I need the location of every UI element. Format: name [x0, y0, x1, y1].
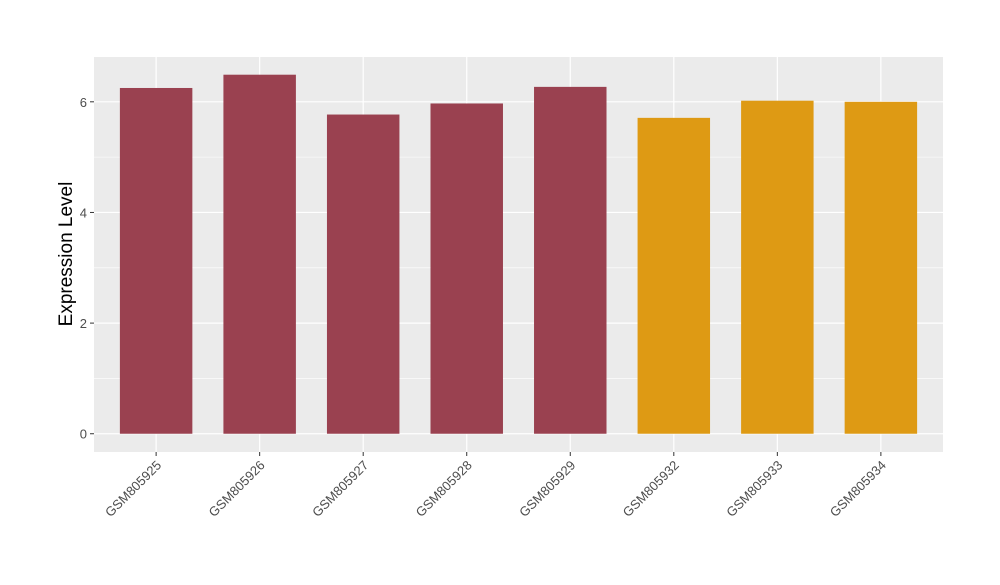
y-tick-label: 6 — [80, 95, 87, 110]
bar — [534, 86, 607, 434]
x-tick-label: GSM805934 — [827, 458, 889, 520]
x-tick-label: GSM805925 — [102, 458, 164, 520]
bar — [637, 117, 711, 434]
bars — [119, 74, 918, 434]
x-tick-label: GSM805933 — [723, 458, 785, 520]
y-tick-label: 4 — [80, 205, 87, 220]
bar — [844, 101, 918, 434]
plot-panel — [94, 57, 943, 452]
bar — [326, 114, 400, 434]
bar — [741, 100, 814, 434]
bar — [430, 103, 503, 434]
x-tick-label: GSM805927 — [309, 458, 371, 520]
y-axis-label: Expression Level — [56, 182, 77, 327]
y-axis: 0 2 4 6 — [80, 95, 94, 442]
y-tick-label: 2 — [80, 316, 87, 331]
x-axis: GSM805925 GSM805926 GSM805927 GSM805928 GSM8… — [102, 452, 889, 520]
y-tick-label: 0 — [80, 427, 87, 442]
x-tick-label: GSM805928 — [413, 458, 475, 520]
x-tick-label: GSM805929 — [516, 458, 578, 520]
x-tick-label: GSM805926 — [206, 458, 268, 520]
bar — [223, 74, 296, 434]
bar — [119, 87, 193, 434]
x-tick-label: GSM805932 — [620, 458, 682, 520]
